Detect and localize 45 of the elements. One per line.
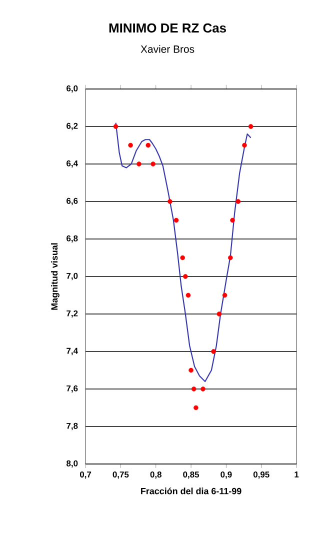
x-tick-label: 0,7 [80,472,92,479]
point [128,142,134,148]
point [211,349,216,354]
point [236,199,241,204]
point [248,124,254,129]
y-tick-label: 6,4 [66,160,78,168]
y-tick-label: 8,0 [66,460,78,468]
y-tick-label: 6,6 [66,198,78,206]
point [136,162,142,166]
y-tick-label: 7,6 [66,385,78,393]
point [222,292,228,298]
point [174,218,179,223]
chart-title: MINIMO DE RZ Cas [110,23,226,33]
point [186,292,191,298]
x-tick-label: 1 [294,472,299,478]
y-axis-title: Magnitud visual [51,243,60,310]
x-axis-title: Fracción del dia 6-11-99 [141,488,242,494]
point [168,199,173,204]
point [230,218,236,223]
line-series [115,122,252,382]
point [114,124,118,129]
point [146,142,151,148]
point [200,386,206,392]
chart-subtitle: Xavier Bros [140,45,194,53]
point [150,162,156,166]
y-tick-label: 6,2 [66,122,78,130]
point [183,274,188,279]
point [180,255,186,260]
point [194,405,199,410]
y-tick-label: 7,8 [66,422,78,430]
x-tick-label: 0,85 [183,472,200,479]
point [192,386,196,392]
y-tick-label: 7,4 [66,348,78,356]
y-tick-label: 7,0 [66,272,78,280]
x-tick-label: 0,75 [113,472,129,479]
point [228,255,234,260]
point [216,312,222,316]
y-tick-label: 7,2 [66,310,78,318]
x-tick-label: 0,95 [254,472,270,479]
y-tick-label: 6,0 [66,85,78,93]
x-tick-label: 0,8 [150,472,162,479]
y-tick-label: 6,8 [66,235,78,243]
point [188,368,194,373]
x-tick-label: 0,9 [220,472,232,479]
point [242,142,248,148]
